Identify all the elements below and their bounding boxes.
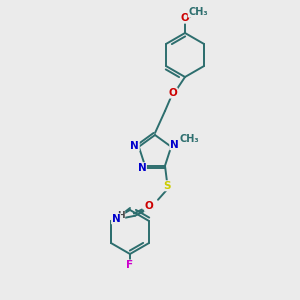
Text: S: S [163, 181, 171, 191]
Text: F: F [126, 260, 134, 270]
Text: N: N [170, 140, 178, 150]
Text: N: N [112, 214, 120, 224]
Text: N: N [138, 163, 146, 173]
Text: N: N [130, 141, 139, 151]
Text: H: H [117, 211, 125, 220]
Text: O: O [145, 201, 153, 211]
Text: O: O [181, 13, 189, 23]
Text: CH₃: CH₃ [188, 7, 208, 17]
Text: CH₃: CH₃ [179, 134, 199, 144]
Text: O: O [169, 88, 177, 98]
